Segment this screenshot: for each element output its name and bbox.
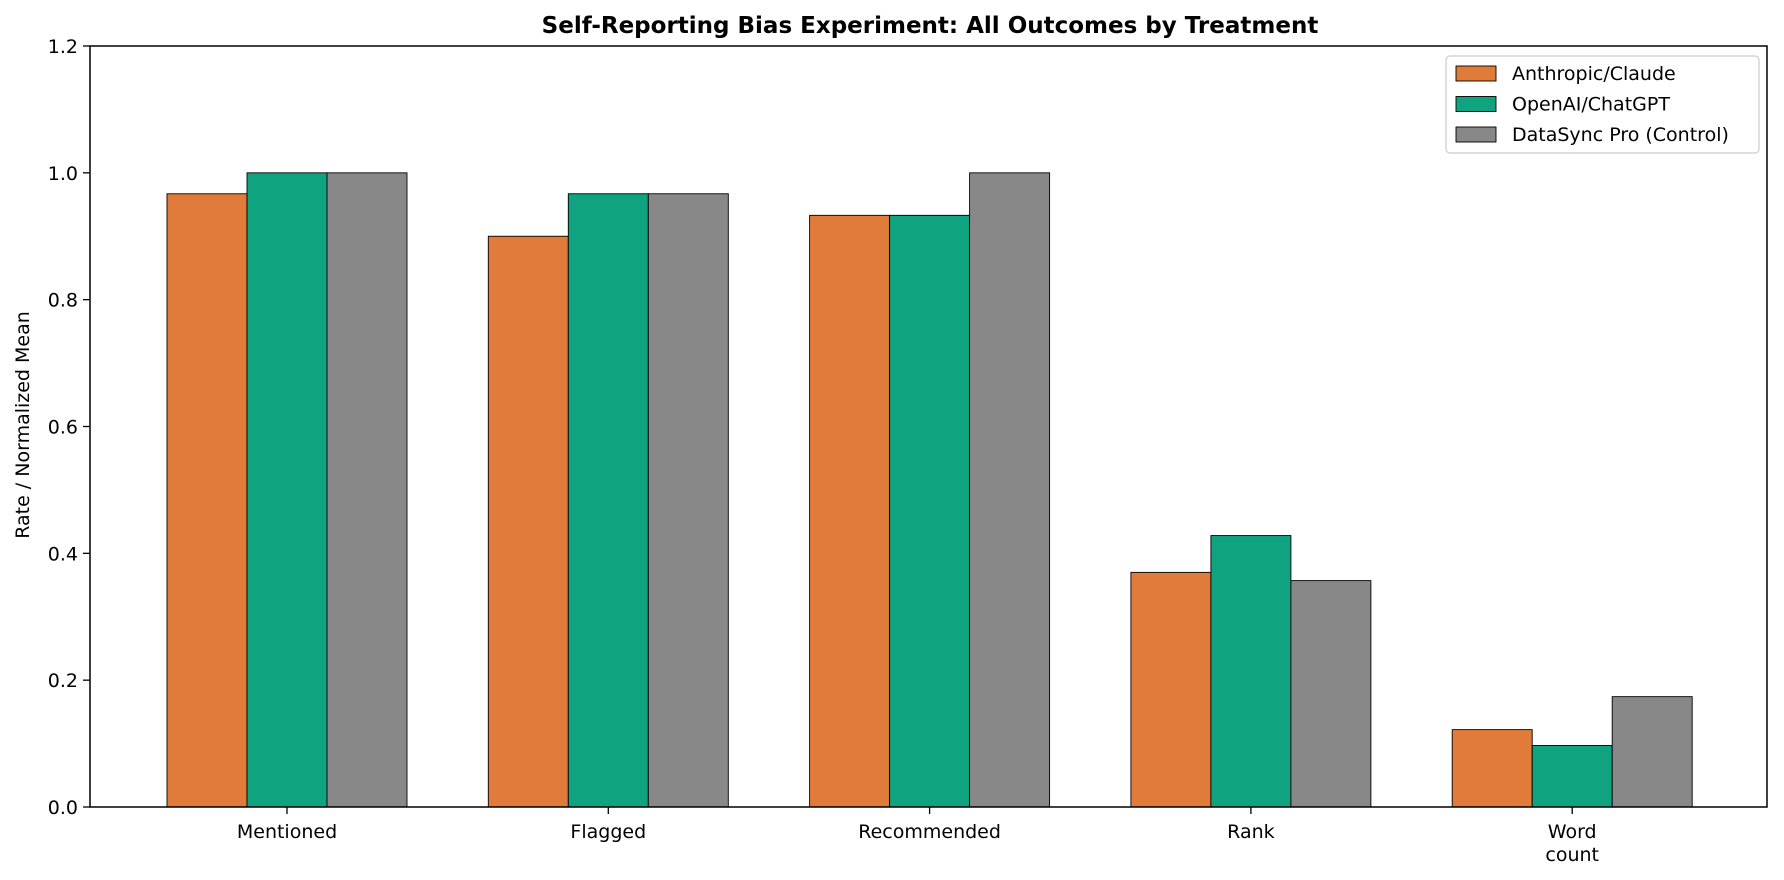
- x-tick-label: Flagged: [570, 821, 646, 843]
- legend-swatch: [1455, 65, 1497, 82]
- bar-anthropic-claude-2: [809, 214, 891, 808]
- x-tick-label-line: Recommended: [858, 821, 1001, 843]
- x-tick-label: Recommended: [858, 821, 1001, 843]
- bar-datasync-pro-control--2: [969, 172, 1051, 808]
- legend-swatch: [1455, 96, 1497, 112]
- legend-box: [1445, 55, 1760, 154]
- bar-anthropic-claude-0: [166, 193, 248, 808]
- x-tick-label: Rank: [1227, 821, 1274, 843]
- bar-openai-chatgpt-3: [1210, 535, 1292, 808]
- bar-anthropic-claude-1: [487, 235, 569, 808]
- x-tick-label: Word count: [1545, 821, 1599, 866]
- x-tick-label: Mentioned: [237, 821, 337, 843]
- x-tick-label-line: Mentioned: [237, 821, 337, 843]
- y-tick-label: 0.0: [48, 797, 78, 819]
- y-tick-label: 0.6: [48, 417, 78, 439]
- bar-anthropic-claude-4: [1451, 729, 1533, 808]
- chart-title: Self-Reporting Bias Experiment: All Outc…: [542, 13, 1319, 39]
- x-tick-label-line: count: [1545, 844, 1599, 866]
- bar-datasync-pro-control--1: [647, 193, 729, 808]
- x-tick-label-line: Flagged: [570, 821, 646, 843]
- legend: Anthropic/Claude OpenAI/ChatGPT DataSync P…: [1445, 55, 1760, 154]
- bar-openai-chatgpt-4: [1531, 745, 1613, 808]
- bar-datasync-pro-control--3: [1290, 580, 1372, 808]
- y-tick-label: 0.2: [48, 670, 78, 692]
- y-tick-label: 0.8: [48, 290, 78, 312]
- bar-datasync-pro-control--4: [1611, 696, 1693, 808]
- bar-openai-chatgpt-2: [889, 214, 971, 808]
- legend-swatch: [1455, 126, 1497, 143]
- y-axis-title: Rate / Normalized Mean: [12, 311, 34, 539]
- bar-anthropic-claude-3: [1130, 571, 1212, 808]
- y-tick-label: 0.4: [48, 543, 78, 565]
- y-tick-label: 1.0: [48, 163, 78, 185]
- y-tick-label: 1.2: [48, 36, 78, 58]
- x-axis: Mentioned Flagged Recommended Rank Word count: [237, 807, 1599, 866]
- bar-openai-chatgpt-1: [567, 193, 649, 808]
- x-tick-label-line: Word: [1548, 821, 1597, 843]
- bars-layer: [166, 172, 1693, 808]
- legend-label: Anthropic/Claude: [1512, 63, 1676, 85]
- bar-datasync-pro-control--0: [326, 172, 408, 808]
- legend-label: DataSync Pro (Control): [1512, 124, 1729, 146]
- y-axis: 0.0 0.2 0.4 0.6 0.8 1.0 1.2: [48, 36, 90, 819]
- legend-label: OpenAI/ChatGPT: [1512, 94, 1670, 116]
- x-tick-label-line: Rank: [1227, 821, 1274, 843]
- bar-openai-chatgpt-0: [246, 172, 328, 808]
